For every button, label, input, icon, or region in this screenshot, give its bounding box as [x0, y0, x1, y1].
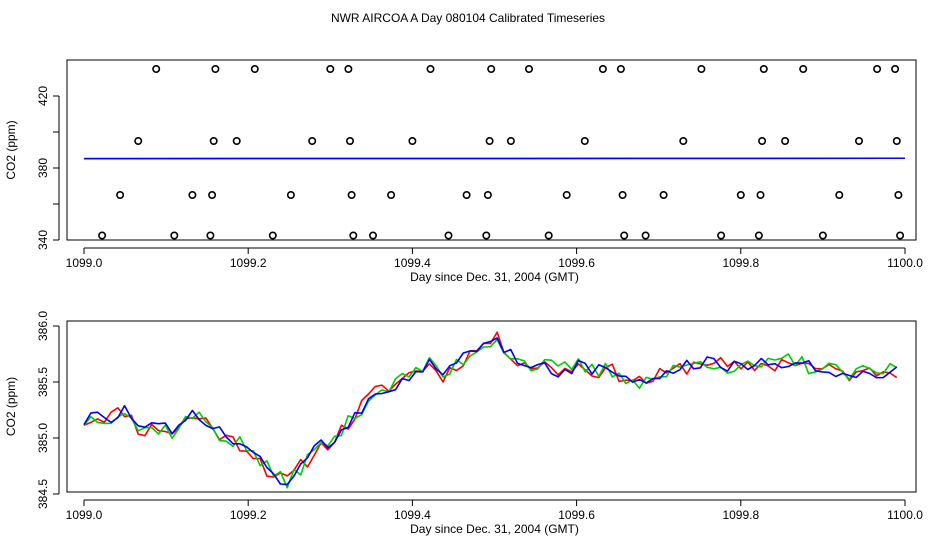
x-tick-label: 1099.8: [722, 256, 759, 270]
data-point: [286, 191, 295, 200]
data-point: [759, 65, 768, 74]
x-tick-label: 1100.0: [887, 508, 923, 522]
x-tick-label: 1099.4: [394, 256, 431, 270]
data-point: [408, 137, 417, 146]
data-point: [462, 191, 471, 200]
data-point: [717, 231, 726, 240]
data-point: [659, 191, 668, 200]
data-point: [426, 65, 435, 74]
x-tick-label: 1099.2: [230, 256, 267, 270]
series-line-green: [83, 338, 898, 489]
data-point: [483, 191, 492, 200]
scatter-y-axis-label: CO2 (ppm): [4, 120, 18, 179]
y-tick-label: 340: [36, 230, 50, 250]
data-point: [368, 231, 377, 240]
scatter-panel-points: [98, 65, 905, 240]
x-tick-label: 1099.2: [230, 508, 267, 522]
y-tick-label: 384.5: [36, 479, 50, 509]
x-tick-label: 1099.8: [722, 508, 759, 522]
data-point: [618, 191, 627, 200]
y-tick-label: 380: [36, 158, 50, 178]
data-point: [98, 231, 107, 240]
timeseries-x-axis: 1099.0 1099.2 1099.4 1099.6 1099.8 1100.0: [66, 499, 923, 522]
timeseries-lines: [83, 331, 898, 489]
y-tick-label: 420: [36, 86, 50, 106]
data-point: [736, 191, 745, 200]
scatter-panel: 1099.0 1099.2 1099.4 1099.6 1099.8 1100.0 340…: [4, 59, 923, 284]
data-point: [344, 65, 353, 74]
series-line-blue: [83, 337, 898, 486]
data-point: [170, 231, 179, 240]
timeseries-x-axis-label: Day since Dec. 31, 2004 (GMT): [410, 522, 579, 536]
data-point: [894, 191, 903, 200]
data-point: [209, 137, 218, 146]
data-point: [116, 191, 125, 200]
data-point: [679, 137, 688, 146]
data-point: [487, 65, 496, 74]
data-point: [326, 65, 335, 74]
data-point: [211, 65, 220, 74]
data-point: [347, 191, 356, 200]
data-point: [308, 137, 317, 146]
data-point: [754, 231, 763, 240]
data-point: [758, 137, 767, 146]
data-point: [524, 65, 533, 74]
scatter-y-axis: 340 380 420: [36, 86, 60, 250]
data-point: [349, 231, 358, 240]
data-point: [482, 231, 491, 240]
data-point: [485, 137, 494, 146]
scatter-x-axis: 1099.0 1099.2 1099.4 1099.6 1099.8 1100.0: [66, 247, 923, 270]
y-tick-label: 386.0: [36, 311, 50, 341]
data-point: [892, 137, 901, 146]
timeseries-y-axis: 384.5 385.0 385.5 386.0: [36, 311, 60, 509]
data-point: [756, 191, 765, 200]
data-point: [818, 231, 827, 240]
x-tick-label: 1099.0: [66, 508, 103, 522]
data-point: [580, 137, 589, 146]
data-point: [781, 137, 790, 146]
data-point: [250, 65, 259, 74]
data-point: [206, 231, 215, 240]
data-point: [208, 191, 217, 200]
timeseries-plot-frame: [66, 320, 917, 493]
x-tick-label: 1099.6: [558, 508, 595, 522]
data-point: [616, 65, 625, 74]
timeseries-panel: 1099.0 1099.2 1099.4 1099.6 1099.8 1100.0 384…: [4, 311, 923, 536]
data-point: [854, 137, 863, 146]
data-point: [873, 65, 882, 74]
data-point: [152, 65, 161, 74]
data-point: [134, 137, 143, 146]
data-point: [835, 191, 844, 200]
scatter-plot-frame: [66, 59, 917, 241]
data-point: [641, 231, 650, 240]
data-point: [697, 65, 706, 74]
scatter-x-axis-label: Day since Dec. 31, 2004 (GMT): [410, 270, 579, 284]
data-point: [387, 191, 396, 200]
x-tick-label: 1099.6: [558, 256, 595, 270]
data-point: [268, 231, 277, 240]
x-tick-label: 1100.0: [887, 256, 923, 270]
data-point: [891, 65, 900, 74]
y-tick-label: 385.0: [36, 423, 50, 453]
data-point: [544, 231, 553, 240]
data-point: [620, 231, 629, 240]
data-point: [506, 137, 515, 146]
data-point: [598, 65, 607, 74]
series-line-red: [83, 331, 898, 478]
data-point: [799, 65, 808, 74]
y-tick-label: 385.5: [36, 367, 50, 397]
data-point: [188, 191, 197, 200]
figure-title: NWR AIRCOA A Day 080104 Calibrated Times…: [331, 11, 605, 25]
x-tick-label: 1099.0: [66, 256, 103, 270]
data-point: [345, 137, 354, 146]
data-point: [444, 231, 453, 240]
timeseries-y-axis-label: CO2 (ppm): [4, 377, 18, 436]
data-point: [232, 137, 241, 146]
data-point: [896, 231, 905, 240]
data-point: [562, 191, 571, 200]
x-tick-label: 1099.4: [394, 508, 431, 522]
